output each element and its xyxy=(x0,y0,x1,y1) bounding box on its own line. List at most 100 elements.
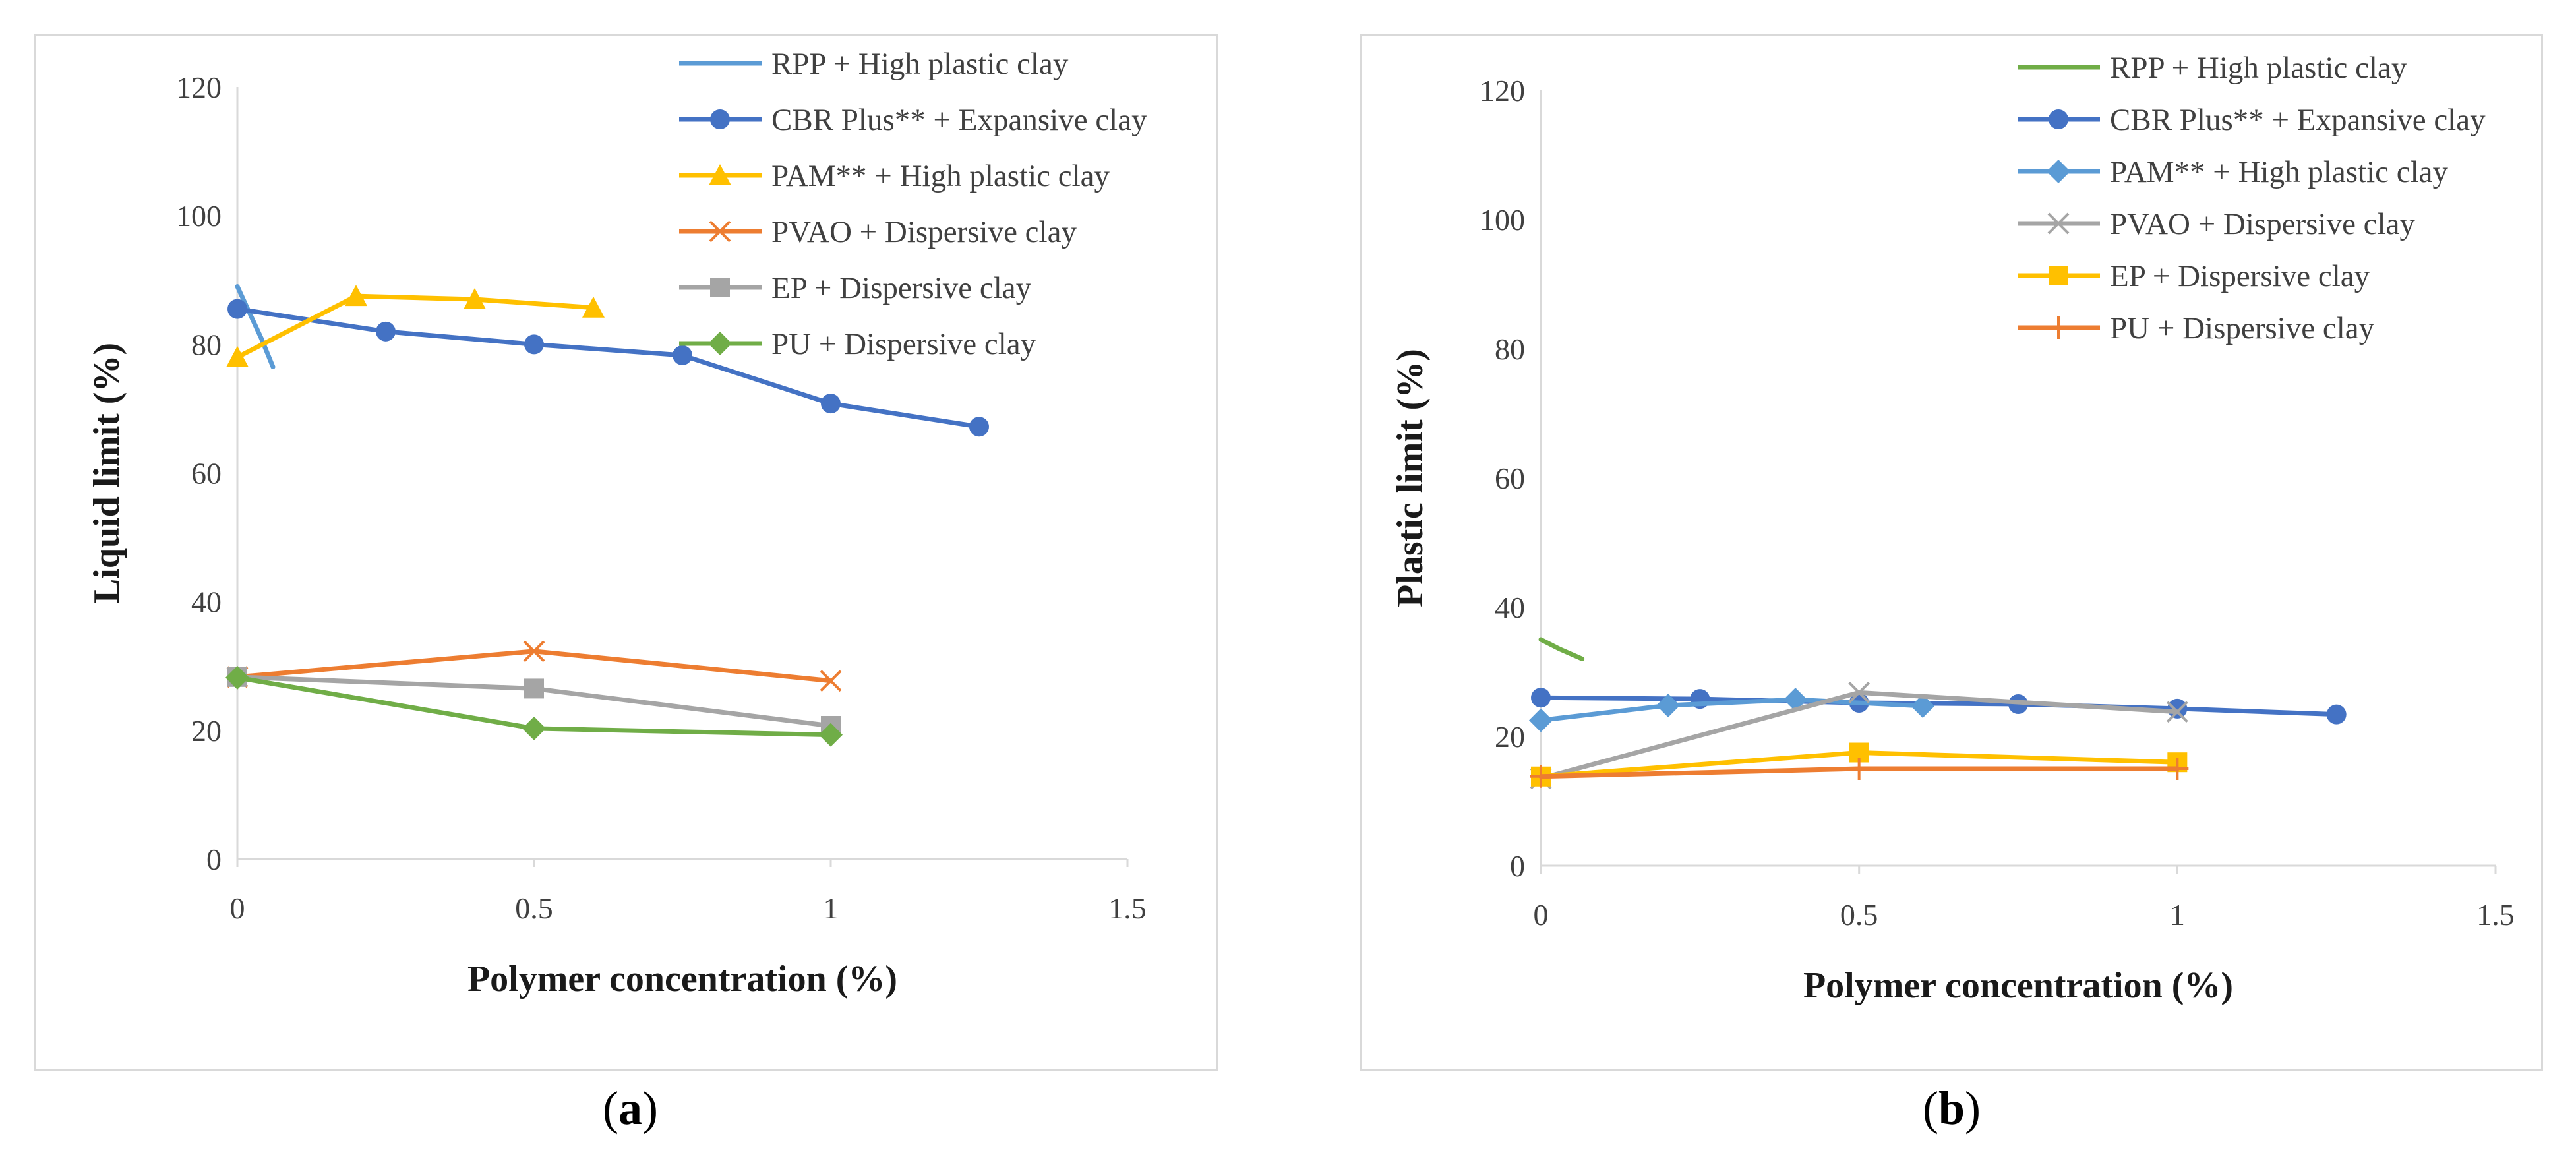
y-tick-label: 120 xyxy=(1480,74,1525,107)
data-point xyxy=(225,665,249,690)
x-tick-label: 0.5 xyxy=(1840,898,1878,932)
y-tick-label: 40 xyxy=(1495,591,1525,624)
data-point xyxy=(345,285,367,307)
data-point xyxy=(2326,704,2347,725)
series-line xyxy=(235,307,982,429)
chart-svg-a: 0 20 40 60 80 100 120 0 0.5 1 1.5 Polymer concentra… xyxy=(86,47,1147,999)
legend-marker xyxy=(710,278,730,297)
y-tick-label: 40 xyxy=(191,585,222,619)
legend-label: PU + Dispersive clay xyxy=(2110,311,2375,345)
legend-label: EP + Dispersive clay xyxy=(2110,259,2370,293)
legend-marker xyxy=(2047,212,2070,235)
y-tick-label: 0 xyxy=(1510,849,1525,883)
data-point xyxy=(969,417,989,437)
chart-panel-a: 0 20 40 60 80 100 120 0 0.5 1 1.5 Polymer concentra… xyxy=(34,34,1218,1071)
x-tick-label: 0.5 xyxy=(515,891,553,925)
x-tick-label: 0 xyxy=(1534,898,1549,932)
y-tick-label: 100 xyxy=(176,199,222,233)
x-tick-label: 1.5 xyxy=(2476,898,2515,932)
series-line xyxy=(235,649,833,684)
data-point xyxy=(464,288,486,310)
y-tick-label: 20 xyxy=(1495,720,1525,754)
series-0 xyxy=(1538,637,1585,661)
legend-item: CBR Plus** + Expansive clay xyxy=(679,103,1147,137)
y-tick-label: 80 xyxy=(191,328,222,361)
legend-label: PAM** + High plastic clay xyxy=(771,159,1110,193)
data-point xyxy=(2166,701,2188,723)
data-point xyxy=(821,394,841,414)
legend-label: PVAO + Dispersive clay xyxy=(771,215,1077,249)
y-tick-label: 60 xyxy=(191,457,222,491)
legend-marker xyxy=(2049,109,2068,129)
y-axis-title: Plastic limit (%) xyxy=(1390,349,1431,607)
legend-marker xyxy=(2049,266,2068,285)
data-point xyxy=(673,345,692,365)
data-point xyxy=(820,670,842,692)
legend-label: RPP + High plastic clay xyxy=(771,47,1069,81)
x-tick-label: 1 xyxy=(824,891,839,925)
legend-marker xyxy=(2047,316,2070,339)
data-point xyxy=(1531,688,1551,708)
data-point xyxy=(524,678,544,699)
series-1 xyxy=(227,299,989,437)
data-point xyxy=(227,299,247,319)
legend-marker xyxy=(709,220,731,243)
series-2 xyxy=(226,285,605,367)
series-0 xyxy=(235,284,276,369)
data-point xyxy=(524,334,544,355)
y-tick-label: 0 xyxy=(206,843,222,876)
series-line xyxy=(1538,697,1925,723)
series-line xyxy=(1538,637,1585,661)
legend-item: PAM** + High plastic clay xyxy=(2018,155,2449,189)
legend-item: EP + Dispersive clay xyxy=(2018,259,2370,293)
series-5 xyxy=(225,665,843,747)
legend-marker xyxy=(2047,160,2070,183)
data-point xyxy=(819,723,843,747)
data-point xyxy=(1783,688,1808,712)
legend-item: PAM** + High plastic clay xyxy=(679,159,1110,193)
x-tick-label: 1.5 xyxy=(1108,891,1147,925)
y-tick-label: 80 xyxy=(1495,332,1525,366)
data-point xyxy=(1848,681,1871,703)
legend-item: PU + Dispersive clay xyxy=(679,327,1036,361)
legend-marker xyxy=(709,164,731,185)
data-point xyxy=(523,640,545,663)
series-2 xyxy=(1529,688,1935,732)
data-point xyxy=(226,345,249,367)
x-axis-title: Polymer concentration (%) xyxy=(1803,965,2233,1006)
legend-label: CBR Plus** + Expansive clay xyxy=(2110,103,2486,137)
data-point xyxy=(1847,758,1871,780)
chart-svg-b: 0 20 40 60 80 100 120 0 0.5 1 1.5 Polymer concentra… xyxy=(1390,51,2515,1006)
data-point xyxy=(376,321,396,342)
data-point xyxy=(522,716,546,740)
series-line xyxy=(1538,695,2339,717)
data-point xyxy=(582,296,605,318)
caption-a: (a) xyxy=(603,1082,658,1135)
x-tick-label: 1 xyxy=(2170,898,2185,932)
legend-label: PAM** + High plastic clay xyxy=(2110,155,2449,189)
legend-item: PVAO + Dispersive clay xyxy=(679,215,1077,249)
legend-label: PVAO + Dispersive clay xyxy=(2110,207,2415,241)
caption-b: (b) xyxy=(1922,1082,1981,1135)
series-5 xyxy=(1530,758,2189,788)
legend-item: PVAO + Dispersive clay xyxy=(2018,207,2415,241)
data-point xyxy=(1530,765,1552,788)
y-axis-title: Liquid limit (%) xyxy=(86,343,127,603)
data-point xyxy=(1911,694,1935,718)
legend-item: PU + Dispersive clay xyxy=(2018,311,2375,345)
legend-item: RPP + High plastic clay xyxy=(679,47,1069,81)
x-axis-title: Polymer concentration (%) xyxy=(467,959,897,999)
legend-label: RPP + High plastic clay xyxy=(2110,51,2407,85)
legend-item: EP + Dispersive clay xyxy=(679,271,1032,305)
y-tick-label: 20 xyxy=(191,714,222,748)
series-line xyxy=(235,284,276,369)
legend-marker xyxy=(708,332,732,355)
data-point xyxy=(2166,758,2189,780)
legend-label: EP + Dispersive clay xyxy=(771,271,1032,305)
chart-panel-b: 0 20 40 60 80 100 120 0 0.5 1 1.5 Polymer concentra… xyxy=(1360,34,2543,1071)
data-point xyxy=(2167,698,2188,719)
series-line xyxy=(235,293,596,360)
y-tick-label: 100 xyxy=(1480,203,1525,237)
data-point xyxy=(1529,708,1553,732)
y-tick-label: 120 xyxy=(176,71,222,104)
